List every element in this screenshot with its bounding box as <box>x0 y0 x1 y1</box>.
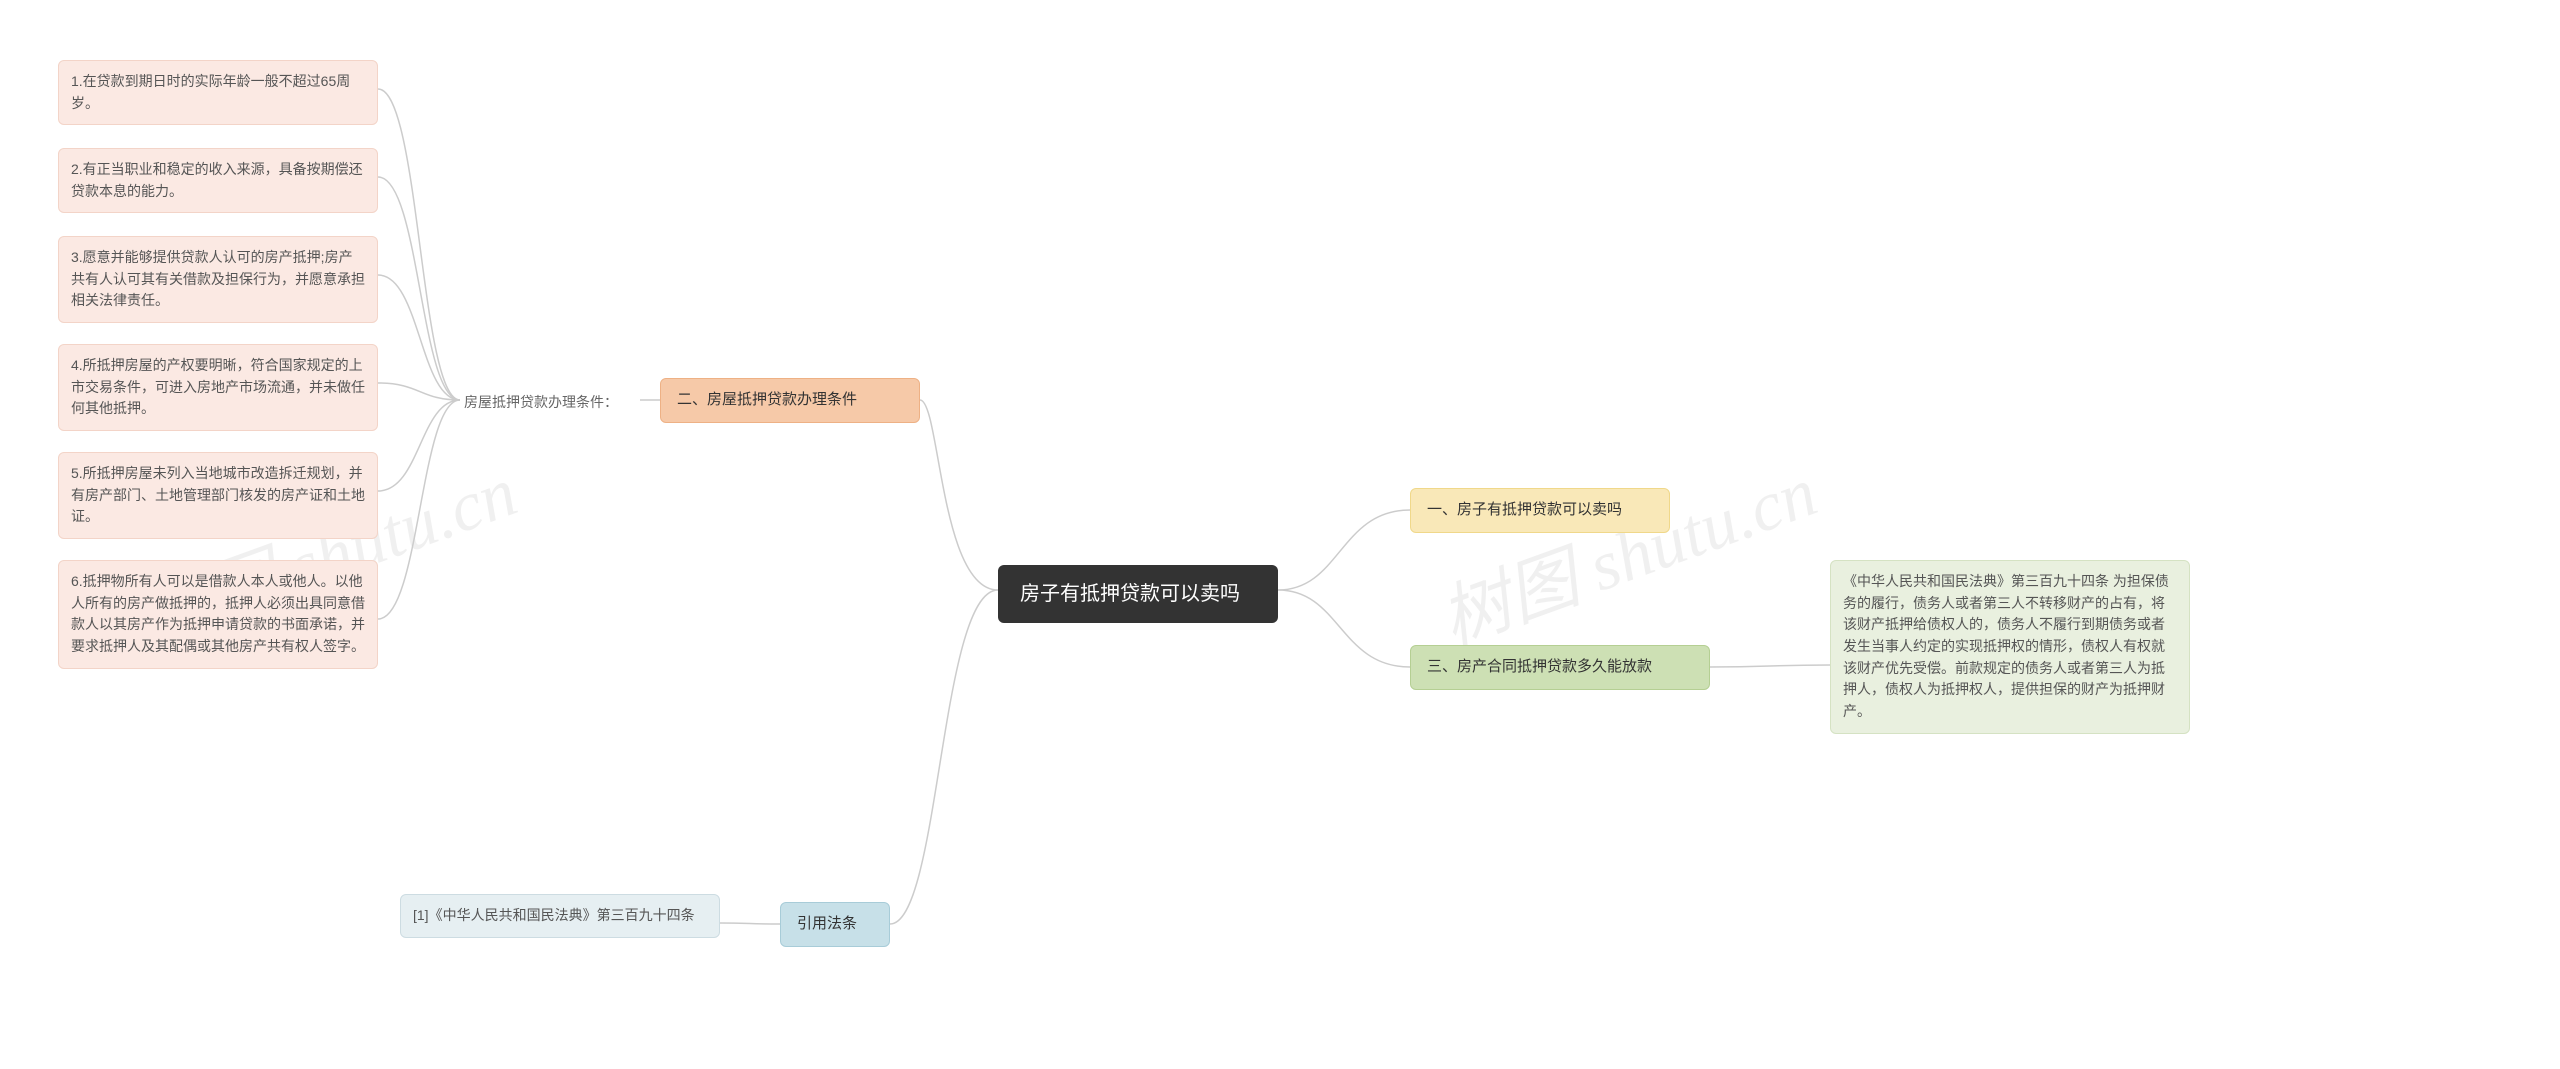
condition-item: 4.所抵押房屋的产权要明晰，符合国家规定的上市交易条件，可进入房地产市场流通，并… <box>58 344 378 431</box>
leaf-cited-law: [1]《中华人民共和国民法典》第三百九十四条 <box>400 894 720 938</box>
condition-item: 3.愿意并能够提供贷款人认可的房产抵押;房产共有人认可其有关借款及担保行为，并愿… <box>58 236 378 323</box>
condition-item: 6.抵押物所有人可以是借款人本人或他人。以他人所有的房产做抵押的，抵押人必须出具… <box>58 560 378 669</box>
branch-can-sell[interactable]: 一、房子有抵押贷款可以卖吗 <box>1410 488 1670 533</box>
condition-item: 2.有正当职业和稳定的收入来源，具备按期偿还贷款本息的能力。 <box>58 148 378 213</box>
connector-layer <box>0 0 2560 1069</box>
branch-cited-law[interactable]: 引用法条 <box>780 902 890 947</box>
branch-conditions[interactable]: 二、房屋抵押贷款办理条件 <box>660 378 920 423</box>
condition-item: 5.所抵押房屋未列入当地城市改造拆迁规划，并有房产部门、土地管理部门核发的房产证… <box>58 452 378 539</box>
conditions-sub-label: 房屋抵押贷款办理条件： <box>460 386 640 419</box>
branch-disbursement-time[interactable]: 三、房产合同抵押贷款多久能放款 <box>1410 645 1710 690</box>
root-node[interactable]: 房子有抵押贷款可以卖吗 <box>998 565 1278 623</box>
condition-item: 1.在贷款到期日时的实际年龄一般不超过65周岁。 <box>58 60 378 125</box>
leaf-law-394: 《中华人民共和国民法典》第三百九十四条 为担保债务的履行，债务人或者第三人不转移… <box>1830 560 2190 734</box>
watermark: 树图 shutu.cn <box>1425 436 1829 665</box>
